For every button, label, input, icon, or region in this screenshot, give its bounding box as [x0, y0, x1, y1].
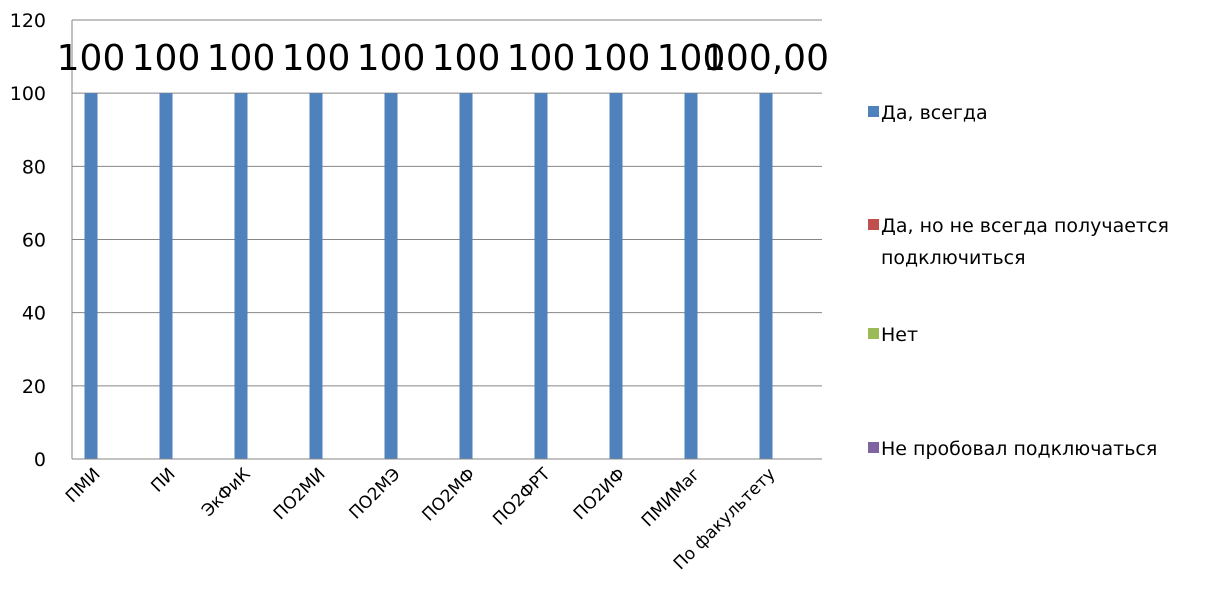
x-category-label: ПО2МФ [419, 464, 480, 525]
data-label: 100 [657, 38, 726, 79]
legend-item: Не пробовал подключаться [868, 438, 1157, 460]
bar [309, 93, 323, 460]
axes [71, 20, 822, 460]
bar [384, 93, 398, 460]
legend-item: Да, всегда [868, 102, 988, 124]
y-tick-label: 80 [22, 156, 46, 178]
bars [84, 93, 773, 460]
y-tick-label: 60 [22, 230, 46, 252]
x-category-label: ПО2МИ [270, 464, 330, 524]
data-label: 100 [432, 38, 501, 79]
data-label: 100 [207, 38, 276, 79]
y-tick-label: 40 [22, 303, 46, 325]
y-tick-label: 120 [10, 10, 46, 32]
x-category-label: ПМИМаг [638, 464, 705, 531]
data-label: 100 [282, 38, 351, 79]
legend-item: Да, но не всегда получается подключиться [868, 215, 1169, 269]
legend-swatch [868, 328, 879, 339]
y-axis-ticks: 0 20 40 60 80 100 120 [10, 10, 46, 471]
bar [759, 93, 773, 460]
bar [159, 93, 173, 460]
x-category-label: ПИ [147, 464, 179, 496]
x-axis-categories: ПМИ ПИ ЭкФиК ПО2МИ ПО2МЭ ПО2МФ ПО2ФРТ ПО2ИФ ПМИМ… [62, 464, 780, 574]
legend-label: Да, но не всегда получается [881, 215, 1169, 237]
legend: Да, всегда Да, но не всегда получается под… [868, 102, 1169, 460]
data-label: 100 [582, 38, 651, 79]
bar [459, 93, 473, 460]
bar [609, 93, 623, 460]
legend-label: Да, всегда [881, 102, 988, 124]
legend-swatch [868, 219, 879, 230]
legend-label: подключиться [881, 247, 1026, 269]
y-tick-label: 100 [10, 83, 46, 105]
data-label: 100 [507, 38, 576, 79]
bar [534, 93, 548, 460]
data-label: 100 [57, 38, 126, 79]
legend-item: Нет [868, 324, 918, 346]
x-category-label: ПО2МЭ [345, 464, 404, 523]
x-category-label: ЭкФиК [198, 464, 254, 520]
y-tick-label: 0 [34, 449, 46, 471]
bar [684, 93, 698, 460]
y-tick-label: 20 [22, 376, 46, 398]
legend-label: Нет [881, 324, 918, 346]
legend-label: Не пробовал подключаться [881, 438, 1157, 460]
legend-swatch [868, 106, 879, 117]
bar [234, 93, 248, 460]
data-label: 100 [132, 38, 201, 79]
bar [84, 93, 98, 460]
x-category-label: ПО2ФРТ [489, 464, 555, 530]
x-category-label: ПМИ [62, 464, 105, 507]
x-category-label: ПО2ИФ [570, 464, 630, 524]
data-label: 100,00 [703, 38, 829, 79]
data-label: 100 [357, 38, 426, 79]
legend-swatch [868, 442, 879, 453]
